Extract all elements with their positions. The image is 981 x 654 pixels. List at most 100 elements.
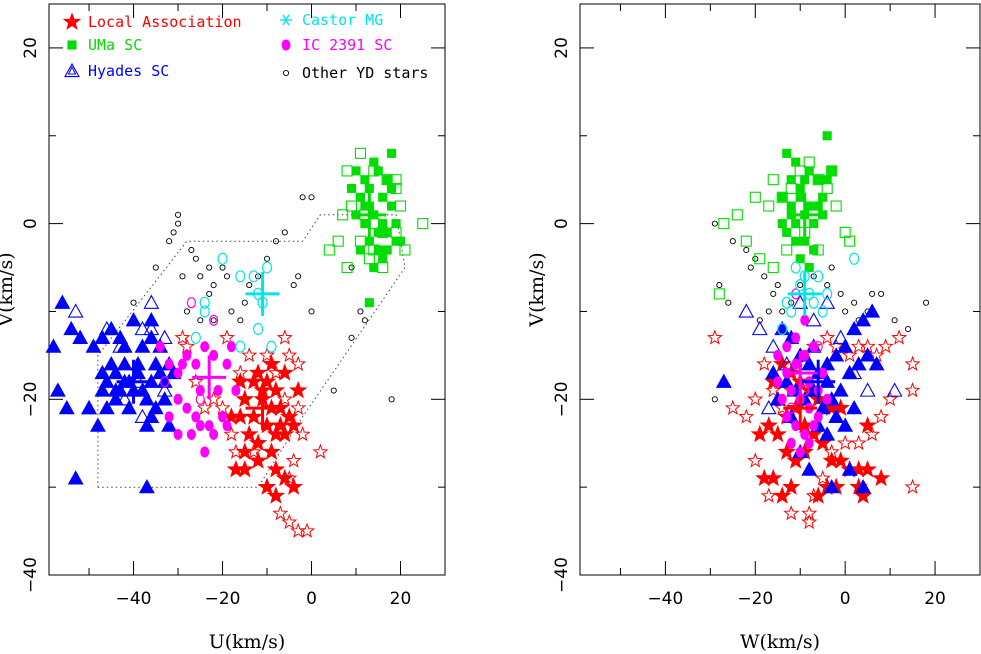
data-point-open (188, 246, 195, 254)
data-point-open (190, 331, 201, 344)
data-point-filled (364, 236, 374, 246)
data-point-filled (177, 358, 187, 370)
data-point-open (261, 261, 273, 274)
data-point-filled (54, 294, 71, 309)
data-point-filled (859, 347, 876, 362)
data-point-filled (378, 254, 388, 264)
data-point-open (197, 317, 204, 324)
data-point-open (299, 522, 316, 538)
centroid-cross (245, 386, 280, 431)
data-point-filled (244, 407, 263, 425)
data-point-filled (819, 426, 836, 441)
data-point-open (196, 399, 213, 415)
x-axis-title: U(km/s) (209, 631, 286, 653)
data-point-filled (841, 461, 858, 476)
data-point-open (348, 334, 355, 341)
data-point-filled (266, 486, 286, 504)
data-point-open (781, 296, 792, 309)
legend-marker (280, 14, 292, 26)
centroid-cross (116, 359, 151, 404)
centroid-cross (787, 271, 822, 316)
data-point-filled (209, 428, 219, 440)
legend-item: Castor MG (280, 11, 383, 29)
data-point-filled (822, 393, 832, 405)
data-point-open (223, 425, 240, 442)
data-point-open (237, 317, 244, 324)
data-point-open (218, 329, 235, 345)
data-point-open (779, 308, 786, 315)
data-point-open (192, 255, 199, 262)
data-point-filled (103, 356, 120, 371)
data-point-filled (173, 393, 183, 405)
data-point-filled (289, 380, 308, 399)
y-tick-label: 20 (552, 37, 572, 59)
data-point-open (777, 322, 788, 336)
data-point-open (718, 218, 730, 230)
data-point-filled (795, 192, 805, 202)
data-point-filled (395, 236, 406, 246)
data-point-filled (373, 166, 383, 176)
data-point-open (749, 191, 761, 203)
data-point-filled (81, 399, 97, 415)
data-point-filled (782, 341, 792, 353)
data-point-open (178, 338, 195, 354)
data-point-open (290, 355, 307, 371)
data-point-open (281, 229, 288, 236)
data-point-open (259, 346, 276, 363)
data-point-open (160, 376, 170, 388)
data-point-open (747, 390, 764, 407)
data-point-filled (387, 148, 397, 158)
data-point-filled (855, 479, 872, 494)
legend-marker (282, 69, 290, 77)
data-point-filled (791, 420, 801, 432)
centroid-cross (787, 192, 822, 237)
data-point-filled (773, 349, 783, 361)
data-point-open (241, 346, 258, 363)
data-point-open (738, 408, 755, 424)
data-point-filled (777, 192, 787, 202)
data-point-filled (266, 459, 286, 478)
data-point-filled (777, 393, 787, 405)
data-point-filled (800, 314, 810, 326)
legend-item: IC 2391 SC (281, 36, 392, 54)
data-point-filled (222, 420, 232, 432)
data-point-filled (387, 201, 397, 211)
data-point-filled (235, 442, 254, 460)
legend-item: UMa SC (67, 36, 142, 54)
data-point-filled (257, 477, 277, 495)
data-point-filled (235, 389, 254, 408)
data-point-open (747, 452, 764, 468)
data-point-open (844, 235, 856, 247)
data-point-open (246, 282, 253, 289)
data-point-open (711, 396, 718, 403)
data-point-filled (107, 364, 124, 380)
data-point-open (830, 200, 842, 212)
data-point-open (67, 303, 84, 318)
data-point-filled (351, 166, 361, 176)
data-point-filled (280, 407, 299, 425)
data-point-open (725, 299, 732, 306)
panel-right-w-v: −40 −20 0 20 −40 −20 0 20 W(km/s) V(km/s) (526, 3, 981, 653)
x-tick-label: 0 (840, 589, 851, 609)
y-tick-label: −20 (21, 381, 41, 417)
data-point-filled (67, 470, 84, 485)
legend-label: Local Association (88, 13, 242, 31)
data-point-filled (382, 227, 392, 237)
data-point-open (281, 346, 298, 363)
legend-item: Local Association (62, 12, 242, 31)
data-point-open (394, 200, 407, 212)
data-point-filled (791, 358, 801, 370)
panel-left-u-v: −40 −20 0 20 −40 −20 0 20 U(km/s) V(km/s) Local As… (0, 3, 446, 653)
data-point-filled (800, 349, 810, 361)
data-point-filled (248, 363, 268, 381)
data-point-filled (360, 201, 370, 211)
legend-marker (281, 39, 291, 51)
data-point-filled (868, 356, 885, 371)
legend-marker (62, 12, 82, 30)
data-point-filled (284, 477, 303, 495)
series-hyades-sc (715, 294, 903, 494)
data-point-filled (155, 341, 165, 353)
data-point-open (859, 382, 876, 397)
data-point-open (770, 290, 777, 297)
data-point-filled (103, 320, 120, 336)
